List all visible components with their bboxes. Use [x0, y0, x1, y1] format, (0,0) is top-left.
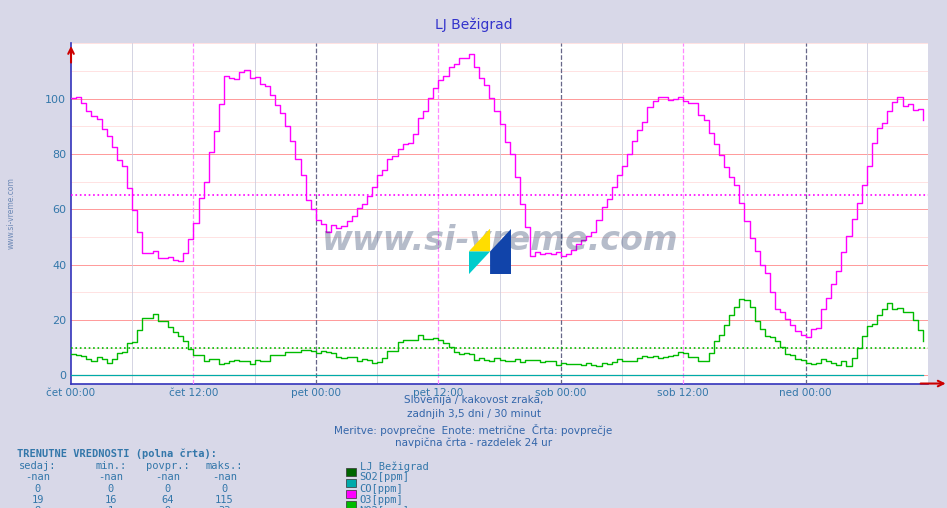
Text: 64: 64	[161, 495, 174, 505]
Text: -nan: -nan	[155, 472, 180, 483]
Text: min.:: min.:	[96, 461, 126, 471]
Text: 16: 16	[104, 495, 117, 505]
Text: maks.:: maks.:	[205, 461, 243, 471]
Text: navpična črta - razdelek 24 ur: navpična črta - razdelek 24 ur	[395, 438, 552, 449]
Text: -nan: -nan	[212, 472, 237, 483]
Text: zadnjih 3,5 dni / 30 minut: zadnjih 3,5 dni / 30 minut	[406, 409, 541, 420]
Text: www.si-vreme.com: www.si-vreme.com	[7, 177, 16, 249]
Text: 8: 8	[35, 506, 41, 508]
Text: www.si-vreme.com: www.si-vreme.com	[321, 224, 678, 257]
Text: CO[ppm]: CO[ppm]	[359, 484, 402, 494]
Text: 0: 0	[165, 484, 170, 494]
Text: 9: 9	[165, 506, 170, 508]
Text: O3[ppm]: O3[ppm]	[359, 495, 402, 505]
Text: 0: 0	[35, 484, 41, 494]
Text: 0: 0	[108, 484, 114, 494]
Text: sedaj:: sedaj:	[19, 461, 57, 471]
Text: povpr.:: povpr.:	[146, 461, 189, 471]
Text: Meritve: povprečne  Enote: metrične  Črta: povprečje: Meritve: povprečne Enote: metrične Črta:…	[334, 424, 613, 436]
Text: -nan: -nan	[98, 472, 123, 483]
Text: TRENUTNE VREDNOSTI (polna črta):: TRENUTNE VREDNOSTI (polna črta):	[17, 448, 217, 459]
Polygon shape	[469, 229, 491, 251]
Text: 1: 1	[108, 506, 114, 508]
Polygon shape	[491, 229, 511, 274]
Text: Slovenija / kakovost zraka,: Slovenija / kakovost zraka,	[403, 395, 544, 405]
Text: SO2[ppm]: SO2[ppm]	[359, 472, 409, 483]
Text: -nan: -nan	[26, 472, 50, 483]
Text: NO2[ppm]: NO2[ppm]	[359, 506, 409, 508]
Text: 0: 0	[222, 484, 227, 494]
Polygon shape	[469, 251, 491, 274]
Text: LJ Bežigrad: LJ Bežigrad	[435, 18, 512, 33]
Text: LJ Bežigrad: LJ Bežigrad	[360, 461, 429, 472]
Text: 115: 115	[215, 495, 234, 505]
Text: 19: 19	[31, 495, 45, 505]
Text: 33: 33	[218, 506, 231, 508]
